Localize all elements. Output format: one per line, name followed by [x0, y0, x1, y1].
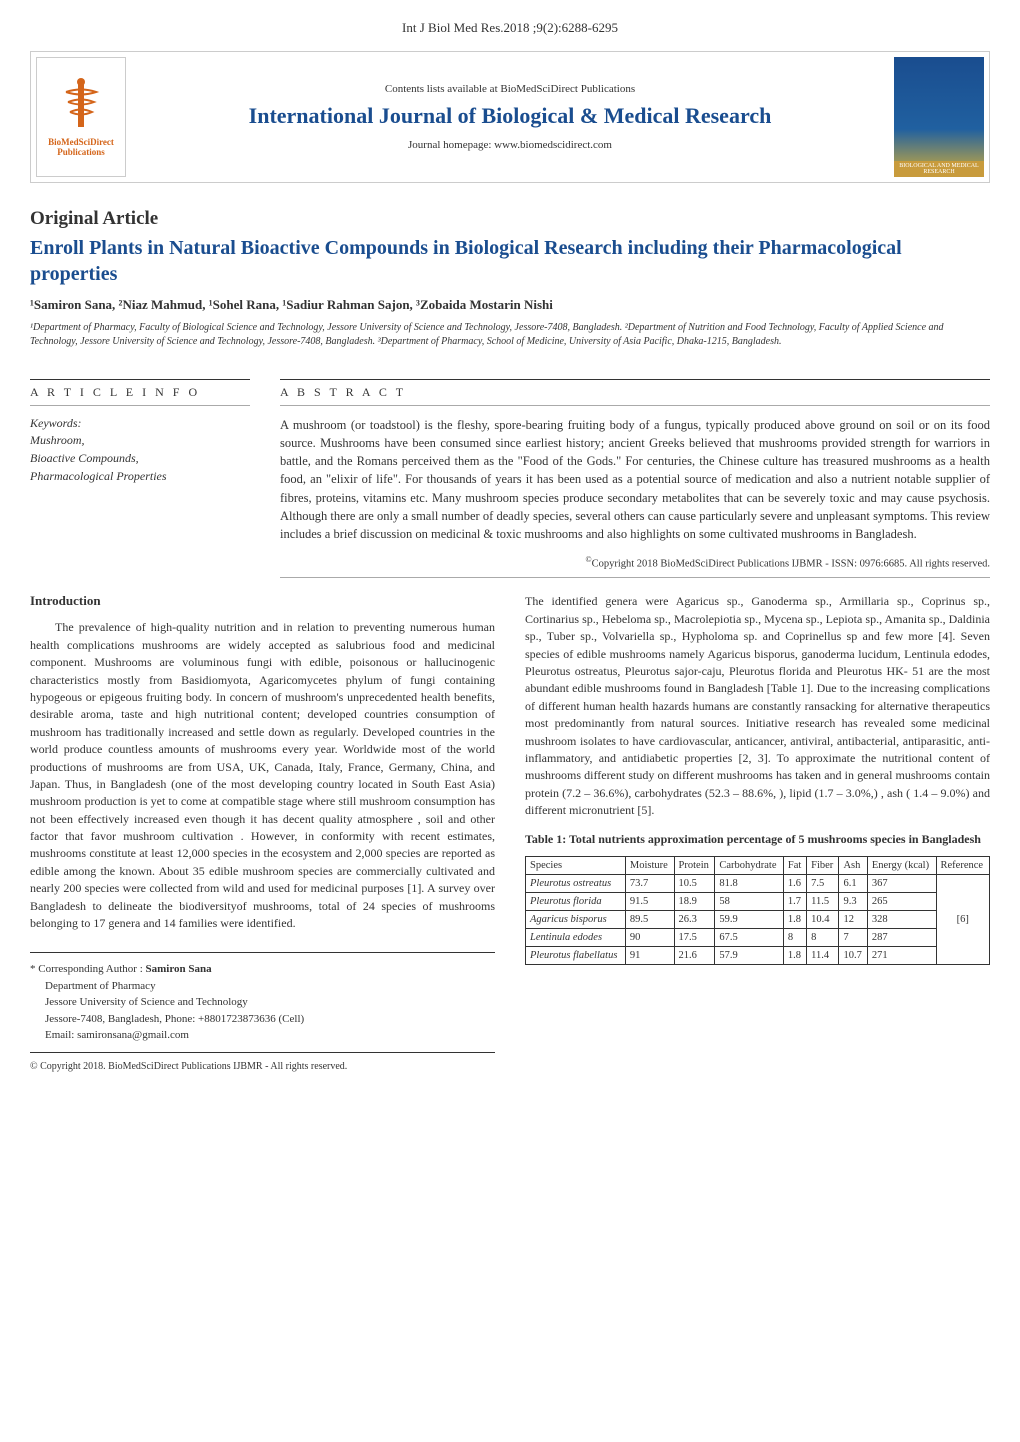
- journal-cover-label: BIOLOGICAL AND MEDICAL RESEARCH: [894, 161, 984, 177]
- header-banner: BioMedSciDirect Publications Contents li…: [30, 51, 990, 183]
- corresp-line4: Email: samironsana@gmail.com: [30, 1027, 495, 1044]
- article-title: Enroll Plants in Natural Bioactive Compo…: [30, 235, 990, 287]
- table-cell: 11.5: [807, 893, 839, 911]
- table1-caption: Table 1: Total nutrients approximation p…: [525, 831, 990, 848]
- abstract-copyright: ©Copyright 2018 BioMedSciDirect Publicat…: [280, 555, 990, 579]
- th-species: Species: [526, 857, 626, 875]
- corresp-line2: Jessore University of Science and Techno…: [30, 994, 495, 1011]
- table-row: Lentinula edodes9017.567.5887287: [526, 929, 990, 947]
- corresp-line3: Jessore-7408, Bangladesh, Phone: +880172…: [30, 1011, 495, 1028]
- table-cell: 21.6: [674, 947, 715, 965]
- table-cell: 81.8: [715, 875, 784, 893]
- table-cell: 11.4: [807, 947, 839, 965]
- table-row: Pleurotus florida91.518.9581.711.59.3265: [526, 893, 990, 911]
- affiliations: ¹Department of Pharmacy, Faculty of Biol…: [30, 321, 990, 349]
- table-cell: 90: [625, 929, 674, 947]
- introduction-right-text: The identified genera were Agaricus sp.,…: [525, 593, 990, 819]
- introduction-heading: Introduction: [30, 593, 495, 609]
- table-cell: 1.8: [783, 911, 806, 929]
- th-carb: Carbohydrate: [715, 857, 784, 875]
- table-cell: 12: [839, 911, 867, 929]
- th-energy: Energy (kcal): [867, 857, 936, 875]
- table-header-row: Species Moisture Protein Carbohydrate Fa…: [526, 857, 990, 875]
- table-cell: 10.5: [674, 875, 715, 893]
- bottom-copyright: © Copyright 2018. BioMedSciDirect Public…: [30, 1061, 495, 1072]
- table-cell: 287: [867, 929, 936, 947]
- publisher-logo-left: BioMedSciDirect Publications: [36, 57, 126, 177]
- table-cell: 328: [867, 911, 936, 929]
- th-ref: Reference: [936, 857, 990, 875]
- table-row: Agaricus bisporus89.526.359.91.810.41232…: [526, 911, 990, 929]
- corresp-label: * Corresponding Author :: [30, 963, 146, 975]
- abstract-text: A mushroom (or toadstool) is the fleshy,…: [280, 416, 990, 543]
- table-cell: Lentinula edodes: [526, 929, 626, 947]
- table-row: Pleurotus ostreatus73.710.581.81.67.56.1…: [526, 875, 990, 893]
- keyword-item: Mushroom,: [30, 431, 250, 449]
- table-cell: 7.5: [807, 875, 839, 893]
- caduceus-icon: [56, 77, 106, 137]
- keyword-item: Bioactive Compounds,: [30, 449, 250, 467]
- table-cell: 91: [625, 947, 674, 965]
- table-cell: 89.5: [625, 911, 674, 929]
- abstract-header: A B S T R A C T: [280, 379, 990, 406]
- introduction-left-text: The prevalence of high-quality nutrition…: [30, 619, 495, 932]
- th-protein: Protein: [674, 857, 715, 875]
- table-cell: 10.7: [839, 947, 867, 965]
- corresp-line1: Department of Pharmacy: [30, 978, 495, 995]
- article-info-header: A R T I C L E I N F O: [30, 379, 250, 406]
- table-cell: 18.9: [674, 893, 715, 911]
- logo-left-text2: Publications: [57, 147, 105, 157]
- article-type: Original Article: [30, 208, 990, 230]
- keywords-label: Keywords:: [30, 416, 250, 431]
- journal-homepage: Journal homepage: www.biomedscidirect.co…: [141, 139, 879, 151]
- table-cell: 1.6: [783, 875, 806, 893]
- journal-title: International Journal of Biological & Me…: [141, 103, 879, 129]
- table-cell: 8: [807, 929, 839, 947]
- table-cell: Agaricus bisporus: [526, 911, 626, 929]
- table-cell: 10.4: [807, 911, 839, 929]
- table-cell: 57.9: [715, 947, 784, 965]
- table-cell: Pleurotus ostreatus: [526, 875, 626, 893]
- table-cell: 58: [715, 893, 784, 911]
- journal-citation: Int J Biol Med Res.2018 ;9(2):6288-6295: [30, 20, 990, 36]
- table-cell: 367: [867, 875, 936, 893]
- table-cell: 17.5: [674, 929, 715, 947]
- table-cell: Pleurotus flabellatus: [526, 947, 626, 965]
- authors-list: ¹Samiron Sana, ²Niaz Mahmud, ¹Sohel Rana…: [30, 297, 990, 313]
- abstract-copyright-text: Copyright 2018 BioMedSciDirect Publicati…: [592, 558, 990, 569]
- table-cell: 265: [867, 893, 936, 911]
- table-cell: 8: [783, 929, 806, 947]
- contents-available-line: Contents lists available at BioMedSciDir…: [141, 83, 879, 95]
- table-cell: 271: [867, 947, 936, 965]
- table-cell: Pleurotus florida: [526, 893, 626, 911]
- table-cell: 7: [839, 929, 867, 947]
- table-cell: 1.7: [783, 893, 806, 911]
- corresp-name: Samiron Sana: [146, 963, 212, 975]
- table-cell: 59.9: [715, 911, 784, 929]
- td-reference: [6]: [936, 875, 990, 965]
- th-fat: Fat: [783, 857, 806, 875]
- keywords-list: Mushroom, Bioactive Compounds, Pharmacol…: [30, 431, 250, 485]
- corresponding-author-box: * Corresponding Author : Samiron Sana De…: [30, 952, 495, 1053]
- keyword-item: Pharmacological Properties: [30, 467, 250, 485]
- table-cell: 91.5: [625, 893, 674, 911]
- nutrient-table: Species Moisture Protein Carbohydrate Fa…: [525, 856, 990, 965]
- journal-cover-thumb: BIOLOGICAL AND MEDICAL RESEARCH: [894, 57, 984, 177]
- th-moisture: Moisture: [625, 857, 674, 875]
- table-cell: 6.1: [839, 875, 867, 893]
- table-cell: 26.3: [674, 911, 715, 929]
- table-row: Pleurotus flabellatus9121.657.91.811.410…: [526, 947, 990, 965]
- table-cell: 9.3: [839, 893, 867, 911]
- table-cell: 67.5: [715, 929, 784, 947]
- logo-left-text1: BioMedSciDirect: [48, 137, 114, 147]
- table-cell: 73.7: [625, 875, 674, 893]
- th-ash: Ash: [839, 857, 867, 875]
- table-cell: 1.8: [783, 947, 806, 965]
- th-fiber: Fiber: [807, 857, 839, 875]
